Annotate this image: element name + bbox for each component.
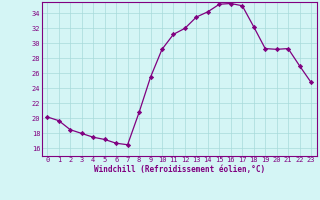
X-axis label: Windchill (Refroidissement éolien,°C): Windchill (Refroidissement éolien,°C) <box>94 165 265 174</box>
